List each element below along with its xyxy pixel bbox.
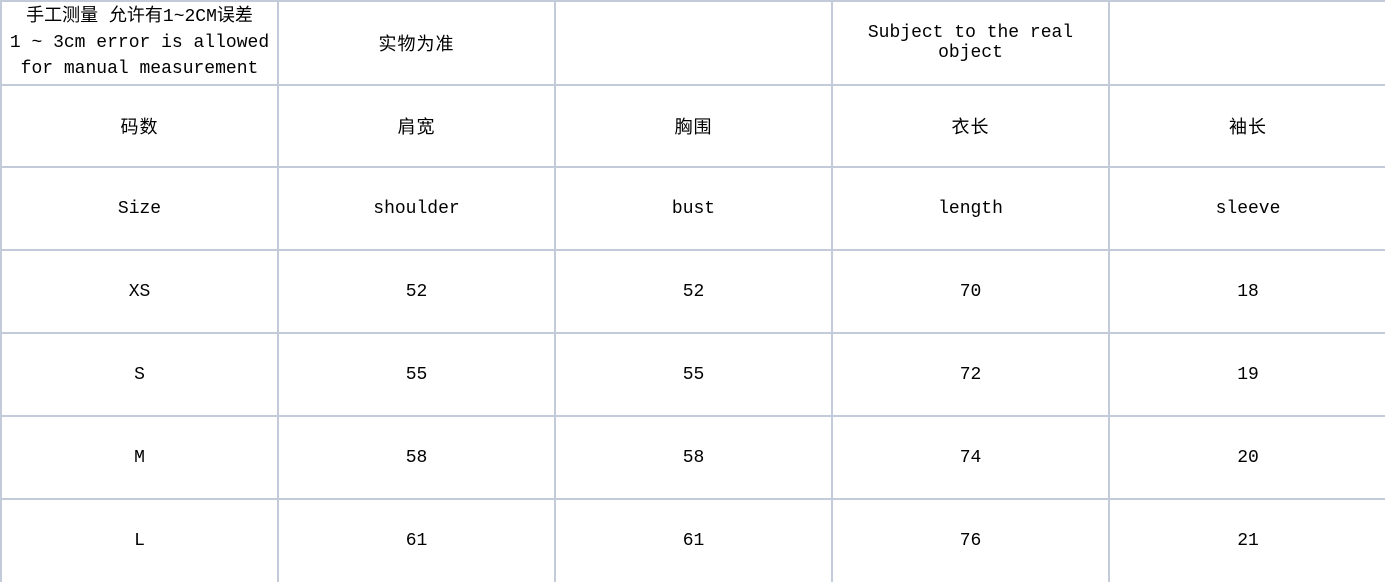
note-line-en-1: 1 ~ 3cm error is allowed (9, 33, 270, 53)
length-value-cell: 72 (831, 332, 1109, 416)
sleeve-value-cell: 18 (1108, 249, 1385, 333)
header-length-cn: 衣长 (831, 84, 1109, 167)
size-label-cell: XS (0, 249, 278, 333)
size-label-cell: M (0, 415, 278, 499)
header-bust-en: bust (554, 166, 832, 250)
header-shoulder-en: shoulder (277, 166, 555, 250)
length-value-cell: 74 (831, 415, 1109, 499)
header-shoulder-cn: 肩宽 (277, 84, 555, 167)
bust-value-cell: 55 (554, 332, 832, 416)
sleeve-value-cell: 19 (1108, 332, 1385, 416)
header-size-cn: 码数 (0, 84, 278, 167)
empty-cell (1108, 0, 1385, 85)
header-size-en: Size (0, 166, 278, 250)
real-object-note-cn: 实物为准 (277, 0, 555, 85)
header-row-en: Size shoulder bust length sleeve (0, 166, 1385, 250)
header-sleeve-en: sleeve (1108, 166, 1385, 250)
bust-value-cell: 52 (554, 249, 832, 333)
note-line-en-2: for manual measurement (20, 59, 259, 79)
notice-row: 手工测量 允许有1~2CM误差 1 ~ 3cm error is allowed… (0, 0, 1385, 85)
header-sleeve-cn: 袖长 (1108, 84, 1385, 167)
size-row-xs: XS 52 52 70 18 (0, 249, 1385, 333)
size-row-m: M 58 58 74 20 (0, 415, 1385, 499)
header-row-cn: 码数 肩宽 胸围 衣长 袖长 (0, 84, 1385, 167)
size-row-l: L 61 61 76 21 (0, 498, 1385, 582)
length-value-cell: 76 (831, 498, 1109, 582)
shoulder-value-cell: 58 (277, 415, 555, 499)
real-object-note-en: Subject to the real object (831, 0, 1109, 85)
size-label-cell: S (0, 332, 278, 416)
length-value-cell: 70 (831, 249, 1109, 333)
size-label-cell: L (0, 498, 278, 582)
note-line-cn: 手工测量 允许有1~2CM误差 (26, 7, 253, 27)
sleeve-value-cell: 20 (1108, 415, 1385, 499)
measurement-tolerance-note: 手工测量 允许有1~2CM误差 1 ~ 3cm error is allowed… (0, 0, 278, 85)
sleeve-value-cell: 21 (1108, 498, 1385, 582)
header-length-en: length (831, 166, 1109, 250)
shoulder-value-cell: 61 (277, 498, 555, 582)
size-row-s: S 55 55 72 19 (0, 332, 1385, 416)
bust-value-cell: 58 (554, 415, 832, 499)
empty-cell (554, 0, 832, 85)
shoulder-value-cell: 55 (277, 332, 555, 416)
header-bust-cn: 胸围 (554, 84, 832, 167)
shoulder-value-cell: 52 (277, 249, 555, 333)
bust-value-cell: 61 (554, 498, 832, 582)
